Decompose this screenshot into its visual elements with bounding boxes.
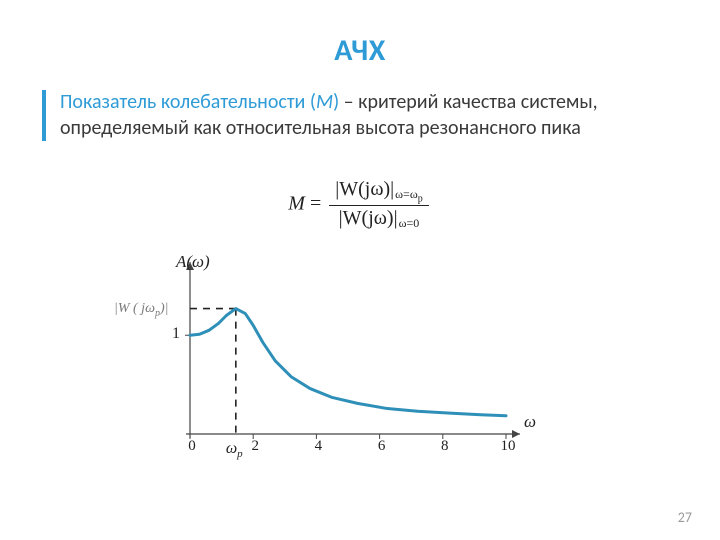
omega-p-sub: p [237,448,243,460]
afr-chart: A(ω) |W ( jωp)| 1 0246810 ω ωp [118,258,538,488]
wp-text-b: )| [160,301,169,316]
formula-denominator: |W(jω)|ω=0 [329,206,429,231]
x-tick: 0 [182,438,202,455]
wp-text-a: |W ( jω [114,301,155,316]
y-tick-1: 1 [166,325,180,343]
wp-peak-label: |W ( jωp)| [114,301,168,319]
num-sub: ω=ωp [394,187,423,201]
slide-title: АЧХ [0,32,720,69]
num-main: |W(jω)| [335,178,394,200]
x-axis-omega-label: ω [524,412,536,432]
den-sub: ω=0 [398,216,420,230]
x-tick: 8 [435,438,455,455]
formula-M: M = |W(jω)|ω=ωp |W(jω)|ω=0 [0,178,720,231]
y-axis-label: A(ω) [176,252,210,272]
x-tick: 6 [372,438,392,455]
body-lead-M: M [316,90,333,114]
equals-sign: = [310,192,326,214]
den-main: |W(jω)| [339,207,398,229]
x-tick: 2 [245,438,265,455]
x-tick: 4 [308,438,328,455]
body-text: Показатель колебательности (M) – критери… [42,90,670,141]
omega-p-x-label: ωp [226,440,243,460]
formula-lhs: M [288,192,305,214]
x-tick: 10 [498,438,518,455]
omega-p-main: ω [226,440,237,457]
num-sub-p: p [418,193,423,204]
formula-fraction: |W(jω)|ω=ωp |W(jω)|ω=0 [329,178,429,231]
formula-numerator: |W(jω)|ω=ωp [329,178,429,206]
num-sub-a: ω=ω [395,187,418,201]
page-number: 27 [678,509,692,526]
body-lead: Показатель колебательности ( [60,90,316,114]
y-axis-label-text: A(ω) [176,252,210,271]
